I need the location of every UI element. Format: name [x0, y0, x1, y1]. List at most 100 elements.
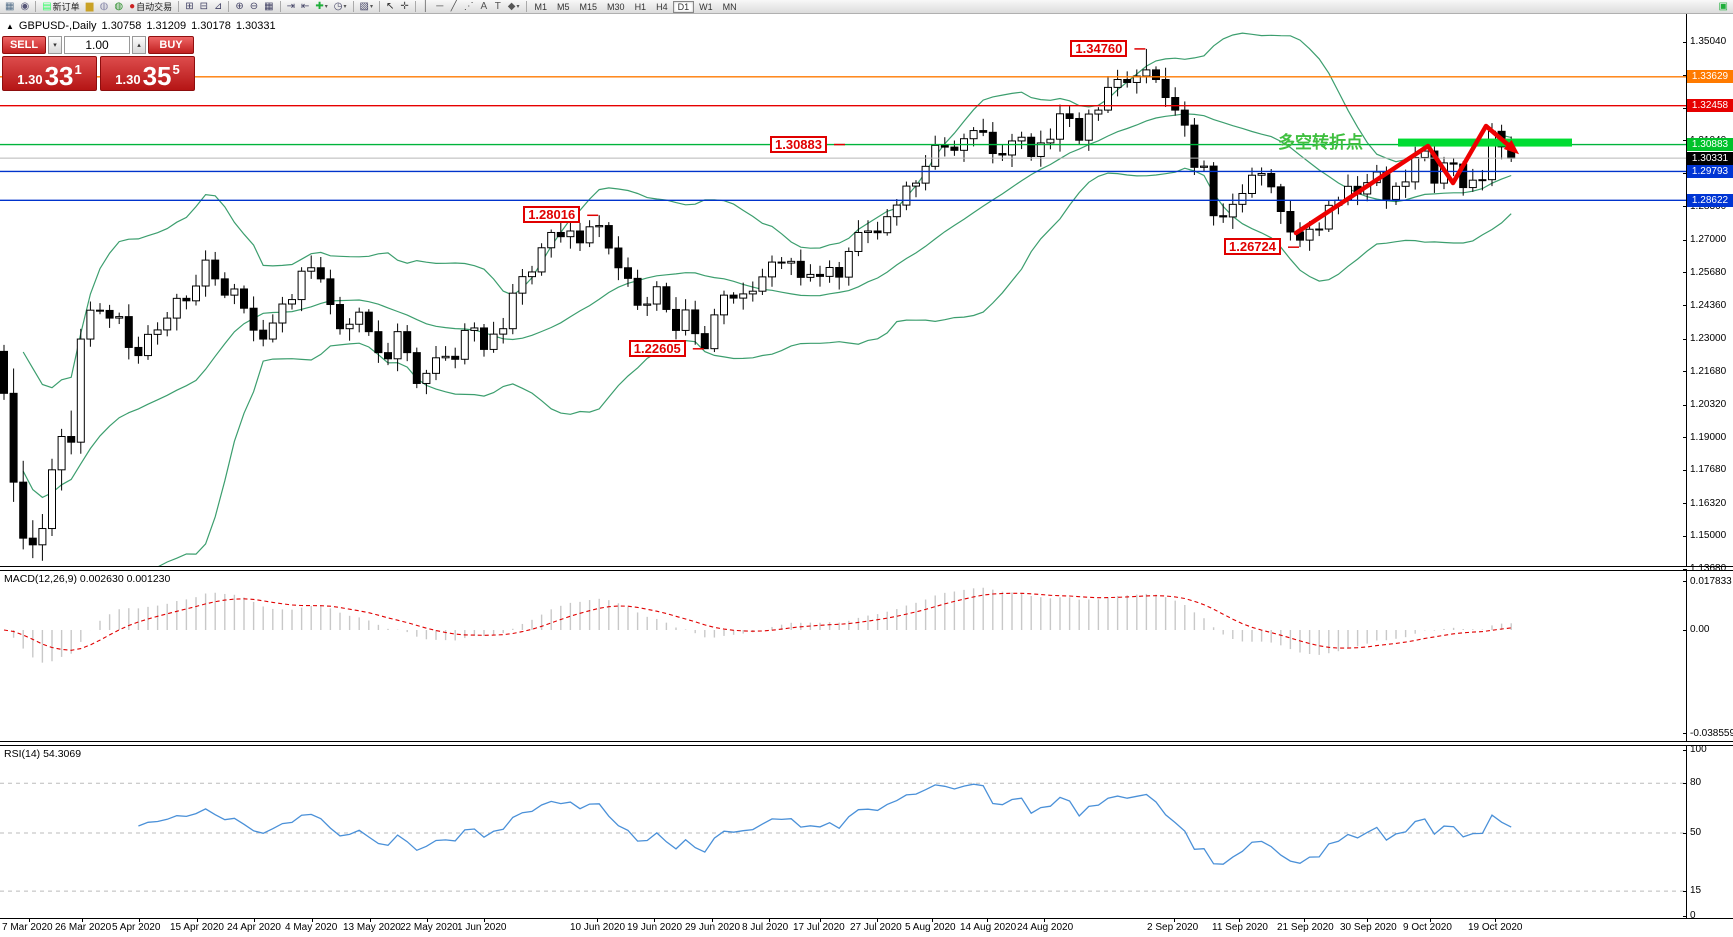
- candle: [1094, 109, 1103, 115]
- new-chart-icon[interactable]: ⊞: [182, 1, 196, 13]
- candle: [172, 297, 181, 319]
- dropdown-caret-icon[interactable]: ▾: [516, 4, 520, 10]
- timeframe-h4[interactable]: H4: [656, 1, 668, 12]
- timeframe-m30[interactable]: M30: [607, 1, 625, 12]
- macd-signal-line[interactable]: [3, 592, 1512, 651]
- date-label: 21 Sep 2020: [1277, 922, 1334, 933]
- candle: [556, 231, 565, 238]
- shapes-icon[interactable]: ◆ ▾: [505, 1, 523, 13]
- timeframe-m5[interactable]: M5: [557, 1, 570, 12]
- trendline-icon[interactable]: ╱: [447, 1, 461, 13]
- volume-input[interactable]: [64, 36, 130, 54]
- candle: [700, 333, 709, 350]
- candle: [1449, 162, 1458, 165]
- zoom-in-icon: ⊕: [235, 1, 244, 12]
- period-icon[interactable]: ◷ ▾: [331, 1, 350, 13]
- chart-shift-icon[interactable]: ⇤: [298, 1, 312, 13]
- callout-1.28016[interactable]: 1.28016: [523, 206, 581, 224]
- timeframe-m15[interactable]: M15: [579, 1, 598, 12]
- timeframe-m1[interactable]: M1: [534, 1, 548, 12]
- buy-price-tile[interactable]: 1.30 35 5: [100, 56, 195, 91]
- fibo-icon[interactable]: ⋰: [461, 1, 477, 13]
- tile-windows-icon[interactable]: ▦: [261, 1, 276, 13]
- price-tick-label: 1.35040: [1690, 36, 1727, 47]
- volume-decrease-button[interactable]: ▾: [48, 36, 62, 54]
- zoom-in-icon[interactable]: ⊕: [232, 1, 246, 13]
- bollinger-lower-band[interactable]: [23, 167, 1512, 569]
- candle: [96, 309, 104, 312]
- resistance-zone-bar[interactable]: [1398, 138, 1572, 147]
- deposit-icon[interactable]: ▆: [83, 1, 97, 13]
- vline-icon[interactable]: │: [419, 1, 433, 13]
- callout-1.26724[interactable]: 1.26724: [1224, 238, 1281, 256]
- dropdown-caret-icon[interactable]: ▾: [324, 4, 328, 10]
- add-indicator-icon[interactable]: ✚ ▾: [312, 1, 330, 13]
- fullscreen-icon[interactable]: ▣: [1718, 1, 1728, 12]
- new-order-icon[interactable]: ▤ 新订单: [39, 1, 82, 13]
- price-tick-mark: [1683, 305, 1687, 306]
- date-tick-mark: [312, 918, 313, 922]
- candle: [1430, 150, 1439, 184]
- crosshair-icon[interactable]: ✛: [397, 1, 411, 13]
- macd-panel-separator[interactable]: [0, 566, 1733, 571]
- label-icon[interactable]: T: [491, 1, 505, 13]
- rsi-panel-separator[interactable]: [0, 741, 1733, 746]
- candle: [508, 292, 517, 330]
- dropdown-caret-icon[interactable]: ▾: [343, 4, 347, 10]
- candle: [518, 276, 527, 294]
- main-price-chart[interactable]: [0, 14, 1733, 569]
- sell-price-tile[interactable]: 1.30 33 1: [2, 56, 97, 91]
- candle: [1200, 165, 1208, 168]
- signal-icon[interactable]: ◍: [111, 1, 126, 13]
- dropdown-caret-icon[interactable]: ▾: [369, 4, 373, 10]
- text-icon[interactable]: A: [477, 1, 491, 13]
- rsi-line[interactable]: [138, 783, 1512, 865]
- callout-1.22605[interactable]: 1.22605: [628, 339, 686, 357]
- trend-zigzag-arrow[interactable]: [1293, 123, 1516, 236]
- rsi-tick-mark: [1683, 832, 1687, 834]
- bollinger-upper-band[interactable]: [22, 32, 1512, 389]
- candle: [364, 311, 373, 333]
- candle: [1008, 140, 1016, 156]
- timeframe-mn[interactable]: MN: [722, 1, 737, 12]
- window-icon[interactable]: ▦: [2, 1, 17, 13]
- date-tick-mark: [1304, 918, 1305, 922]
- bollinger-middle-band[interactable]: [22, 113, 1512, 499]
- hline-icon[interactable]: ─: [433, 1, 447, 13]
- cursor-icon[interactable]: ↖: [383, 1, 397, 13]
- auto-scroll-icon[interactable]: ⇥: [284, 1, 298, 13]
- templates-icon[interactable]: ▧ ▾: [357, 1, 376, 13]
- candle: [1401, 181, 1410, 187]
- high-value: 1.31209: [146, 20, 187, 32]
- timeframe-w1[interactable]: W1: [699, 1, 713, 12]
- candle: [403, 331, 412, 354]
- profiles-icon[interactable]: ⊟: [197, 1, 211, 13]
- candle: [1084, 113, 1093, 141]
- publish-icon[interactable]: ◍: [97, 1, 112, 13]
- callout-1.34760[interactable]: 1.34760: [1070, 39, 1128, 57]
- timeframe-d1[interactable]: D1: [672, 0, 695, 13]
- bull-bear-turning-point-annotation[interactable]: 多空转折点: [1278, 133, 1363, 152]
- timeframe-h1[interactable]: H1: [634, 1, 647, 12]
- volume-increase-button[interactable]: ▴: [132, 36, 146, 54]
- macd-panel[interactable]: [0, 571, 1733, 742]
- collapse-icon[interactable]: ▲: [6, 21, 14, 31]
- candle: [902, 185, 911, 206]
- zoom-out-icon[interactable]: ⊖: [247, 1, 261, 13]
- candle: [0, 350, 8, 394]
- date-label: 13 May 2020: [343, 922, 401, 933]
- chart-mode-icon[interactable]: ⊿: [211, 1, 225, 13]
- autotrading-icon[interactable]: ● 自动交易: [126, 1, 175, 13]
- sell-button[interactable]: SELL: [2, 36, 46, 54]
- buy-button[interactable]: BUY: [148, 36, 194, 54]
- callout-1.30883[interactable]: 1.30883: [770, 135, 827, 153]
- candle: [566, 230, 575, 238]
- macd-tick-mark: [1683, 629, 1687, 631]
- date-tick-mark: [654, 918, 655, 922]
- market-watch-icon[interactable]: ◉: [17, 1, 32, 13]
- candle: [1161, 79, 1170, 99]
- rsi-panel[interactable]: [0, 746, 1733, 918]
- date-label: 22 May 2020: [400, 922, 458, 933]
- macd-tick-label: 0.017833: [1690, 575, 1732, 587]
- price-tick-mark: [1683, 503, 1687, 505]
